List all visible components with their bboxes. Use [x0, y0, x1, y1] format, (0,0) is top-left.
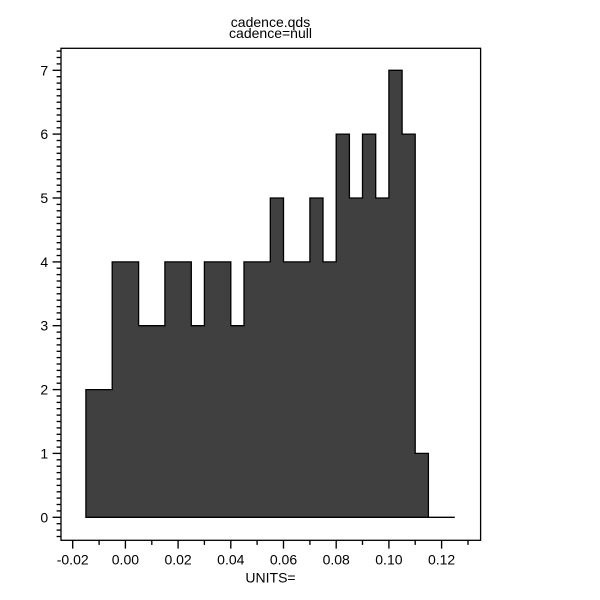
svg-text:UNITS=: UNITS= — [245, 569, 295, 585]
svg-text:1: 1 — [40, 445, 48, 461]
svg-text:-0.02: -0.02 — [57, 551, 89, 567]
svg-text:0.02: 0.02 — [164, 551, 191, 567]
svg-text:0.08: 0.08 — [323, 551, 350, 567]
svg-text:5: 5 — [40, 190, 48, 206]
svg-text:2: 2 — [40, 382, 48, 398]
svg-text:0.00: 0.00 — [112, 551, 139, 567]
svg-text:0.06: 0.06 — [270, 551, 297, 567]
svg-text:cadence.qds: cadence.qds — [231, 14, 310, 30]
svg-text:0.10: 0.10 — [375, 551, 402, 567]
svg-text:0.12: 0.12 — [428, 551, 455, 567]
svg-text:7: 7 — [40, 62, 48, 78]
svg-text:4: 4 — [40, 254, 48, 270]
svg-text:6: 6 — [40, 126, 48, 142]
svg-text:0: 0 — [40, 509, 48, 525]
svg-text:3: 3 — [40, 318, 48, 334]
svg-text:0.04: 0.04 — [217, 551, 244, 567]
svg-text:cadence=null: cadence=null — [229, 25, 312, 41]
